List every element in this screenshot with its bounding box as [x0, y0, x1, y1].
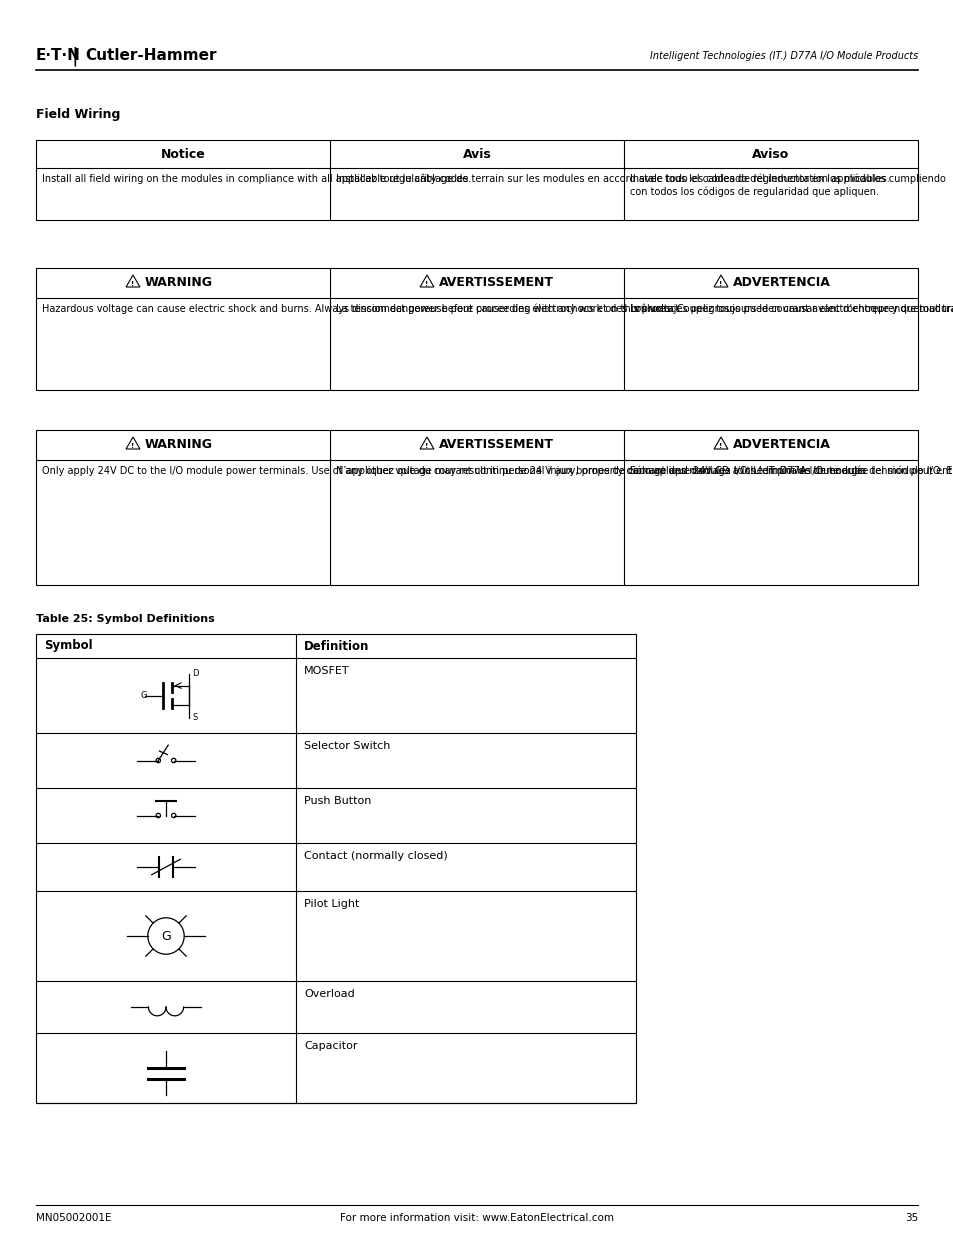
Text: MN05002001E: MN05002001E — [36, 1213, 112, 1223]
Text: !: ! — [425, 282, 428, 287]
Text: For more information visit: www.EatonElectrical.com: For more information visit: www.EatonEle… — [339, 1213, 614, 1223]
Text: WARNING: WARNING — [145, 438, 213, 452]
Text: Pilot Light: Pilot Light — [304, 899, 359, 909]
Bar — [36, 430, 917, 585]
Text: Definition: Definition — [304, 640, 369, 652]
Text: ADVERTENCIA: ADVERTENCIA — [732, 438, 830, 452]
Text: AVERTISSEMENT: AVERTISSEMENT — [438, 438, 554, 452]
Text: La tension dangereuse peut causer des électrochocs et des brûlures. Coupez toujo: La tension dangereuse peut causer des él… — [335, 304, 953, 315]
Bar — [36, 140, 917, 220]
Text: Hazardous voltage can cause electric shock and burns. Always disconnect power be: Hazardous voltage can cause electric sho… — [42, 304, 681, 314]
Text: WARNING: WARNING — [145, 277, 213, 289]
Text: ADVERTENCIA: ADVERTENCIA — [732, 277, 830, 289]
Text: Install all field wiring on the modules in compliance with all applicable regula: Install all field wiring on the modules … — [42, 174, 471, 184]
Text: Los voltajes peligrosos pueden causar electrochoque y quemaduras. Siempre descon: Los voltajes peligrosos pueden causar el… — [629, 304, 953, 315]
Text: MOSFET: MOSFET — [304, 666, 349, 676]
Text: Intelligent Technologies (IT.) D77A I/O Module Products: Intelligent Technologies (IT.) D77A I/O … — [649, 51, 917, 61]
Text: !: ! — [719, 443, 721, 450]
Text: AVERTISSEMENT: AVERTISSEMENT — [438, 277, 554, 289]
Text: Symbol: Symbol — [44, 640, 92, 652]
Text: Contact (normally closed): Contact (normally closed) — [304, 851, 447, 861]
Text: !: ! — [132, 443, 134, 450]
Text: Aviso: Aviso — [752, 147, 789, 161]
Text: Field Wiring: Field Wiring — [36, 107, 120, 121]
Bar — [36, 634, 636, 1103]
Text: !: ! — [425, 443, 428, 450]
Text: N’appliquez que du courant continu de 24 V aux bornes de courant des modules I/O: N’appliquez que du courant continu de 24… — [335, 466, 953, 477]
Text: Only apply 24V DC to the I/O module power terminals. Use of any other voltage ma: Only apply 24V DC to the I/O module powe… — [42, 466, 865, 475]
Text: G: G — [161, 930, 171, 942]
Text: G: G — [141, 692, 147, 700]
Text: E·T·N: E·T·N — [36, 48, 81, 63]
Text: Instale todo el cableado del inductor en los módulos cumpliendo con todos los có: Instale todo el cableado del inductor en… — [629, 174, 944, 196]
Text: !: ! — [719, 282, 721, 287]
Text: 35: 35 — [903, 1213, 917, 1223]
Text: Table 25: Symbol Definitions: Table 25: Symbol Definitions — [36, 614, 214, 624]
Text: D: D — [193, 669, 199, 678]
Text: |: | — [71, 46, 78, 65]
Text: Notice: Notice — [160, 147, 205, 161]
Text: Capacitor: Capacitor — [304, 1041, 357, 1051]
Text: Cutler-Hammer: Cutler-Hammer — [85, 48, 216, 63]
Text: Sólo aplique 24V CD a los terminales de energía del módulo I/O. El uso de cualqu: Sólo aplique 24V CD a los terminales de … — [629, 466, 953, 477]
Text: Installez tout le câblage de terrain sur les modules en accord avec tous les cod: Installez tout le câblage de terrain sur… — [335, 174, 889, 184]
Text: Selector Switch: Selector Switch — [304, 741, 390, 751]
Text: !: ! — [132, 282, 134, 287]
Text: S: S — [193, 713, 197, 722]
Text: Overload: Overload — [304, 989, 355, 999]
Bar — [36, 268, 917, 390]
Text: Push Button: Push Button — [304, 797, 371, 806]
Text: Avis: Avis — [462, 147, 491, 161]
